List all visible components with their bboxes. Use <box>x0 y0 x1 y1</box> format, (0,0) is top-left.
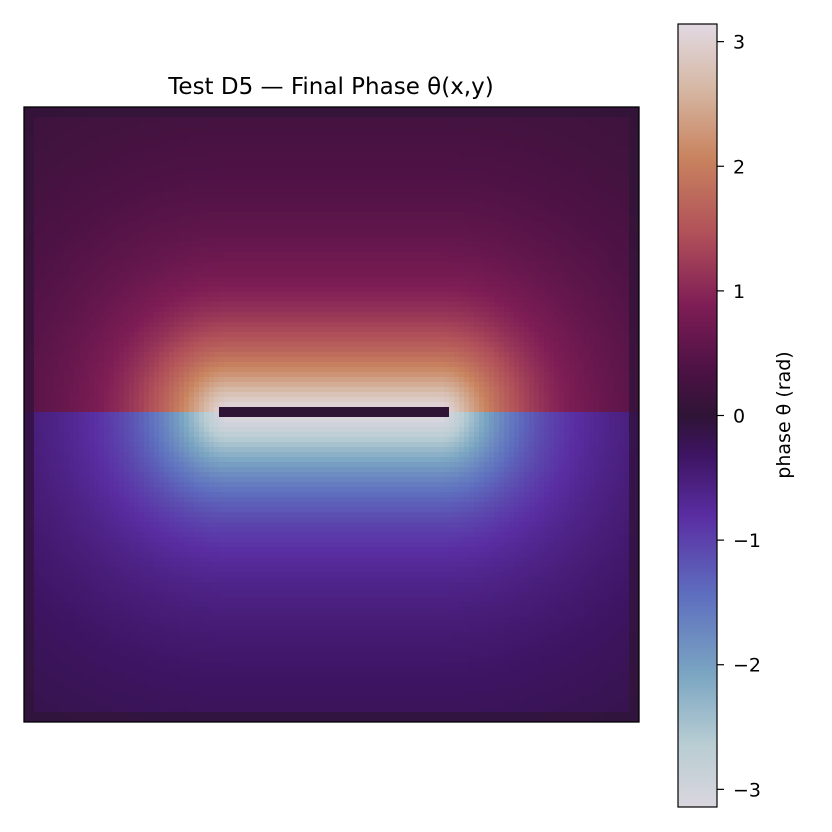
colorbar-bar <box>677 23 718 808</box>
colorbar: 3 2 1 0 −1 −2 −3 phase θ (rad) <box>677 23 795 808</box>
heatmap-area <box>23 106 640 723</box>
chart-title: Test D5 — Final Phase θ(x,y) <box>167 74 493 100</box>
heatmap-canvas <box>24 107 639 722</box>
colorbar-tick-label: 3 <box>733 32 745 54</box>
colorbar-tick-label: −2 <box>733 655 761 677</box>
colorbar-label: phase θ (rad) <box>773 351 795 478</box>
colorbar-tick-label: −3 <box>733 779 761 801</box>
colorbar-tick-label: 2 <box>733 156 745 178</box>
colorbar-tick-label: −1 <box>733 530 761 552</box>
plot-frame <box>23 106 640 723</box>
colorbar-tick-label: 1 <box>733 281 745 303</box>
colorbar-ticks: 3 2 1 0 −1 −2 −3 <box>717 32 761 801</box>
colorbar-tick-label: 0 <box>733 406 745 428</box>
